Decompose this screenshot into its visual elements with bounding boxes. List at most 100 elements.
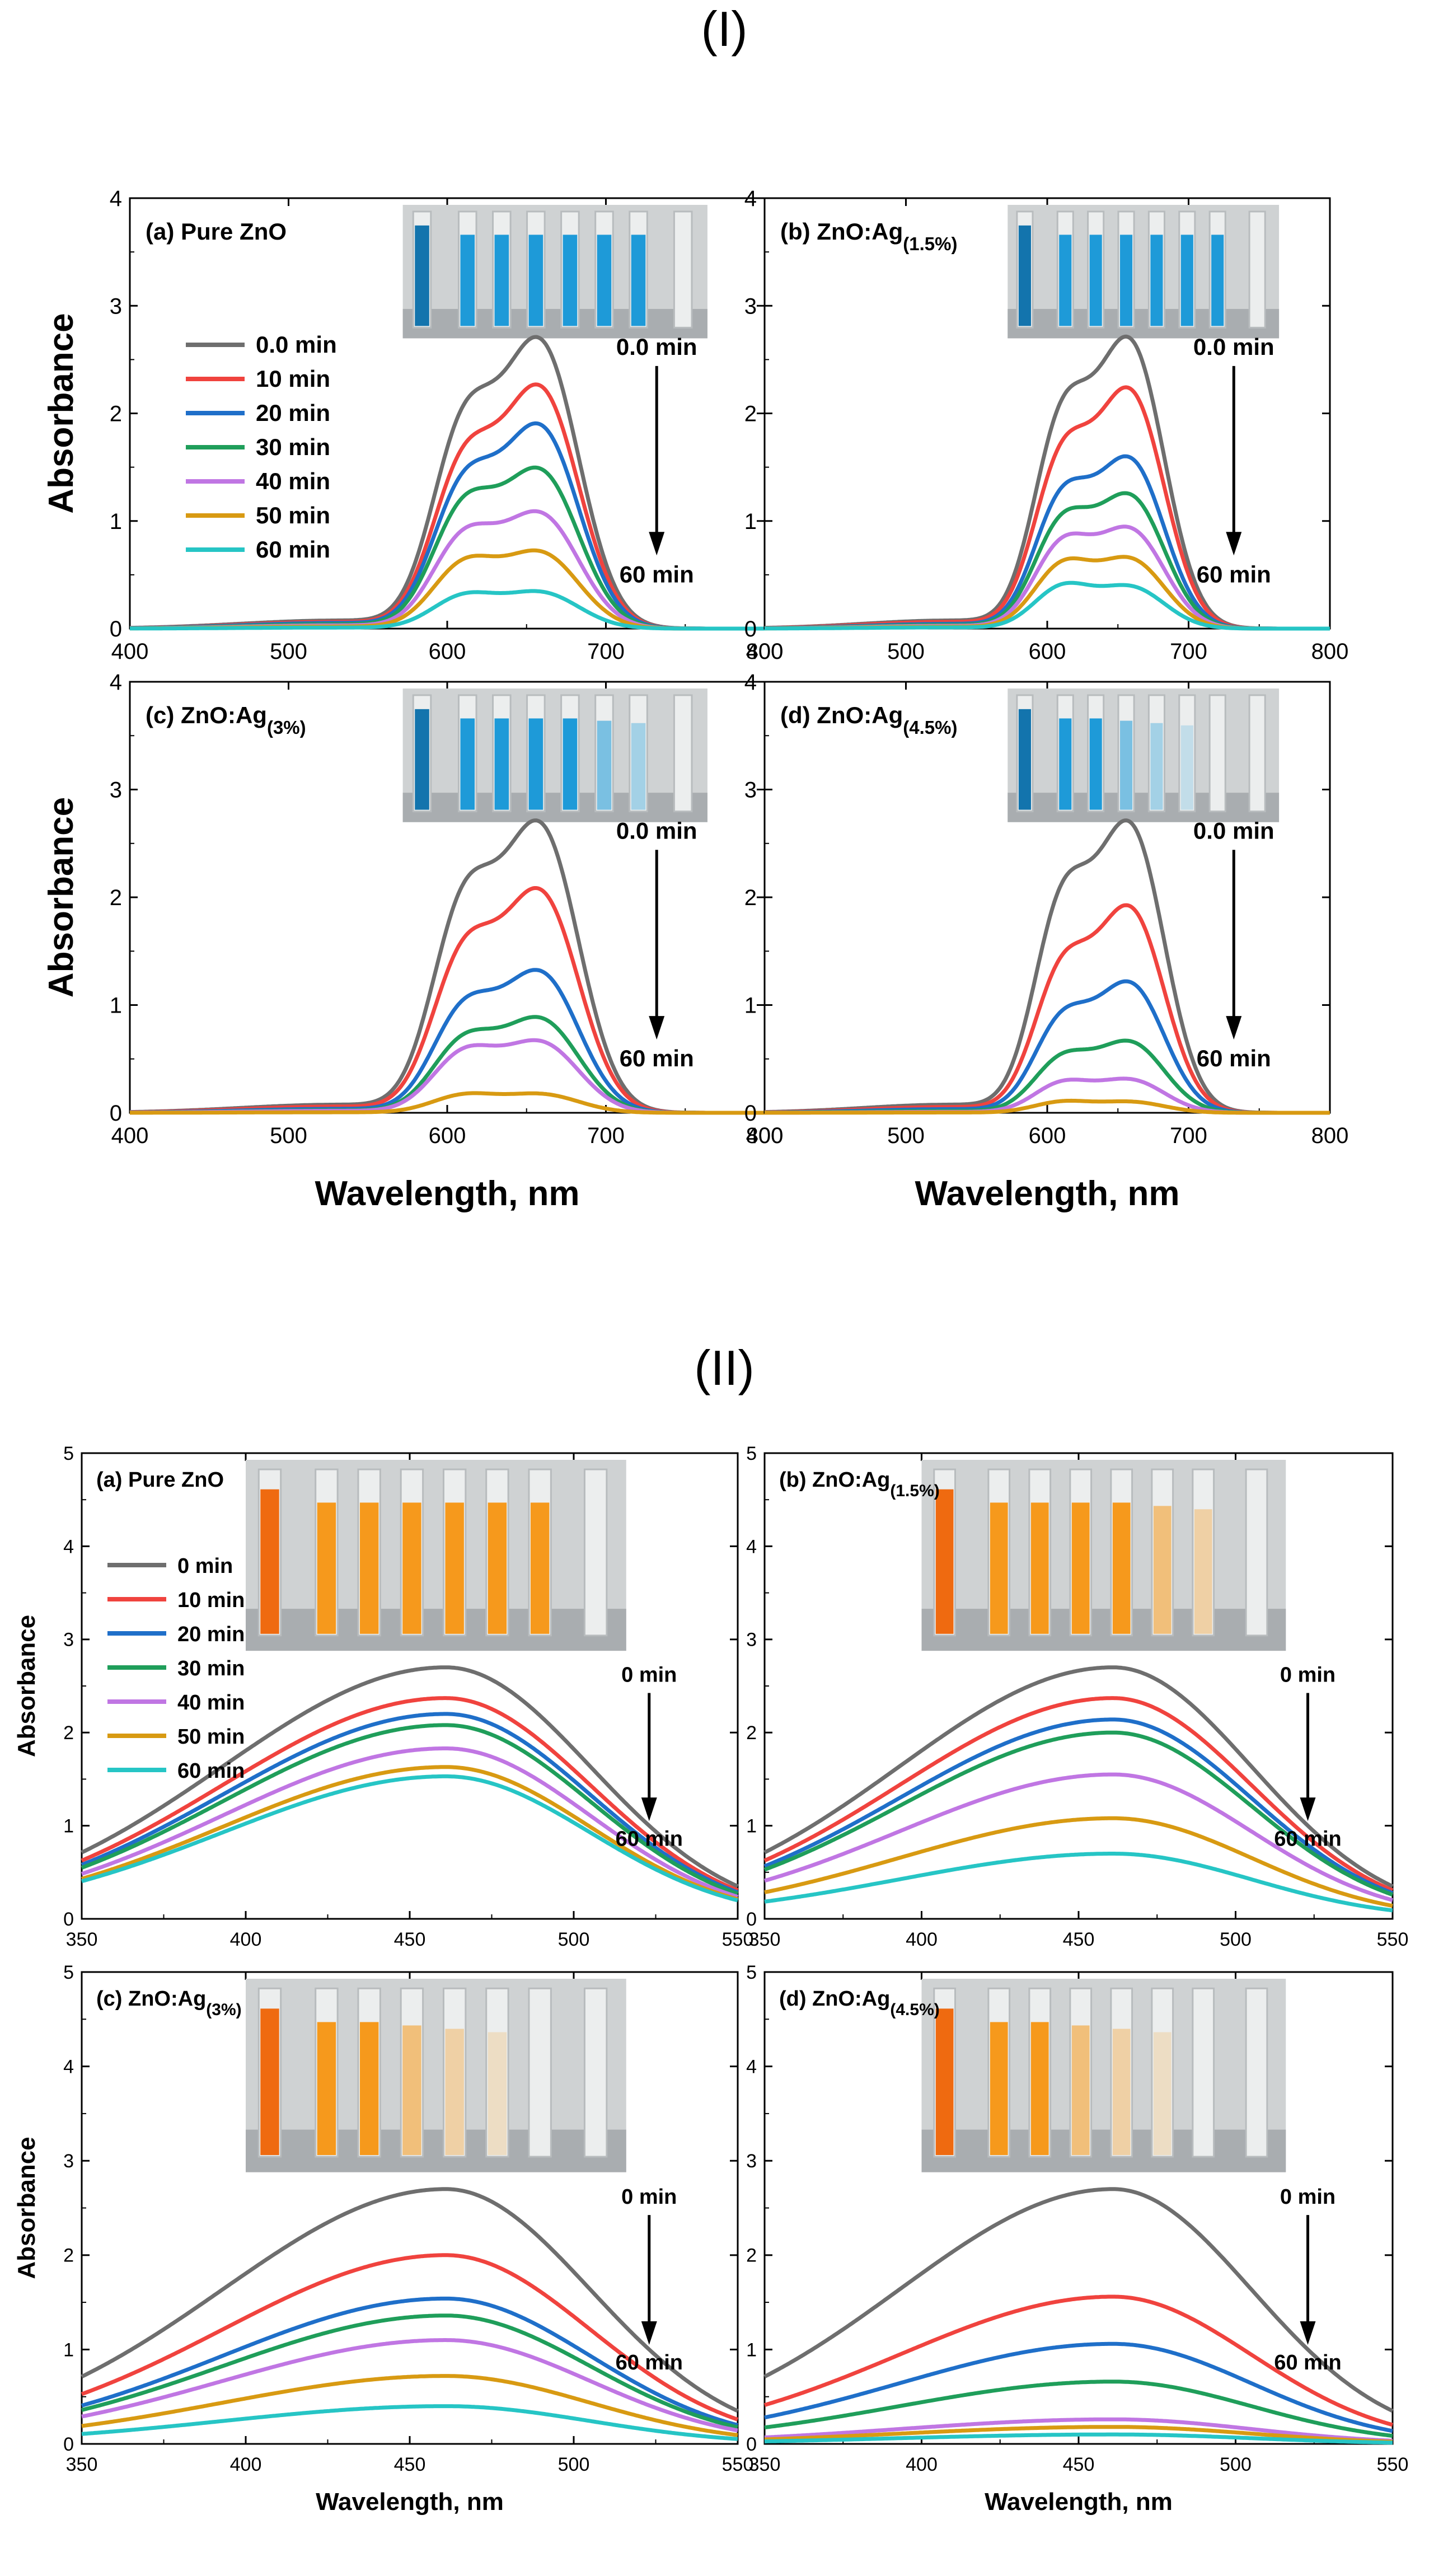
y-tick-label: 0 [110, 1101, 122, 1126]
inset-cuvette-6 [485, 1987, 509, 2158]
y-tick-label: 2 [746, 1722, 757, 1744]
x-tick-label: 400 [906, 2454, 938, 2475]
annotation-start-time: 0 min [621, 1663, 677, 1687]
y-tick-label: 1 [746, 1816, 757, 1837]
y-tick-label: 4 [110, 670, 122, 695]
series-line-60-min [81, 2404, 738, 2441]
decay-arrow-head [1226, 1016, 1242, 1040]
series-line-50-min [129, 1091, 765, 1115]
decay-arrow-head [641, 2321, 657, 2345]
x-tick-label: 600 [429, 1123, 466, 1148]
inset-solution-1 [935, 1489, 954, 1634]
inset-cuvette-8 [1245, 1987, 1268, 2158]
y-tick-label: 0 [746, 1909, 757, 1930]
inset-solution-6 [597, 720, 612, 810]
annotation-start-time: 0 min [1280, 2185, 1335, 2209]
inset-solution-5 [563, 235, 578, 326]
x-tick-label: 400 [906, 1929, 938, 1950]
series-line-0-min [81, 1665, 739, 1889]
legend-entry: 30 min [177, 1657, 245, 1680]
inset-bench [921, 2129, 1286, 2172]
decay-arrow-head [1226, 532, 1242, 556]
legend-entry: 0.0 min [256, 331, 337, 358]
x-tick-label: 500 [1220, 1929, 1252, 1950]
y-axis-title: Absorbance [13, 1615, 40, 1757]
legend-entry: 40 min [177, 1691, 245, 1715]
legend-entry: 20 min [256, 400, 330, 426]
legend-entry: 10 min [256, 366, 330, 392]
inset-cuvette-5 [1110, 1987, 1133, 2158]
inset-solution-2 [1059, 235, 1072, 326]
series-line-50-min [764, 1098, 1330, 1115]
inset-solution-4 [402, 1502, 421, 1634]
inset-solution-4 [402, 2025, 421, 2155]
inset-solution-7 [1211, 235, 1224, 326]
y-tick-label: 5 [63, 1962, 74, 1983]
x-tick-label: 700 [1170, 1123, 1207, 1148]
inset-bench [1007, 793, 1280, 822]
y-tick-label: 0 [744, 1101, 757, 1126]
legend-entry: 50 min [256, 502, 330, 528]
inset-cuvette-7 [528, 1987, 552, 2158]
y-tick-label: 4 [746, 2057, 757, 2078]
series-line-30-min [763, 1730, 1394, 1897]
inset-solution-4 [528, 235, 543, 326]
x-axis-title: Wavelength, nm [316, 2488, 504, 2516]
chart-panel-I-c: 400 500 600 700 80001234AbsorbanceWavelength… [42, 670, 783, 1213]
x-tick-label: 400 [230, 2454, 262, 2475]
annotation-start-time: 0.0 min [616, 334, 697, 360]
inset-bench [402, 308, 707, 339]
inset-solution-6 [597, 235, 612, 326]
inset-solution-4 [1119, 720, 1133, 810]
decay-arrow-head [1300, 1797, 1316, 1821]
inset-solution-3 [1030, 2022, 1049, 2155]
y-tick-label: 3 [744, 778, 757, 803]
legend-entry: 0 min [177, 1554, 233, 1578]
series-line-40-min [764, 2417, 1393, 2443]
x-tick-label: 800 [1311, 639, 1349, 664]
y-tick-label: 0 [63, 1909, 74, 1930]
x-tick-label: 500 [1220, 2454, 1252, 2475]
inset-solution-5 [445, 2029, 464, 2155]
annotation-start-time: 0 min [1280, 1663, 1335, 1687]
inset-solution-6 [1153, 1506, 1171, 1634]
inset-solution-6 [1180, 235, 1193, 326]
panel-title: (d) ZnO:Ag(4.5%) [780, 702, 957, 738]
inset-solution-1 [260, 1489, 279, 1634]
y-tick-label: 3 [744, 294, 757, 319]
panel-title: (a) Pure ZnO [146, 218, 287, 245]
series-line-60-min [764, 580, 1330, 631]
series-line-40-min [81, 2338, 738, 2433]
series-line-50-min [764, 2425, 1393, 2444]
x-tick-label: 450 [394, 1929, 426, 1950]
y-tick-label: 2 [744, 886, 757, 910]
series-line-60-min [81, 1774, 738, 1903]
inset-solution-3 [494, 235, 509, 326]
annotation-start-time: 0.0 min [616, 817, 697, 844]
x-tick-label: 350 [66, 2454, 98, 2475]
annotation-end-time: 60 min [620, 561, 694, 587]
inset-cuvette-5 [1147, 694, 1165, 813]
section-label-I: (I) [701, 1, 747, 57]
x-axis-title: Wavelength, nm [315, 1174, 579, 1213]
inset-solution-1 [260, 2008, 279, 2155]
x-axis-title: Wavelength, nm [915, 1174, 1179, 1213]
inset-cuvette-8 [1245, 1468, 1268, 1637]
inset-solution-2 [460, 718, 475, 810]
series-line-10-min [763, 1696, 1394, 1893]
panel-title: (a) Pure ZnO [96, 1468, 224, 1492]
inset-solution-3 [1089, 235, 1102, 326]
x-tick-label: 700 [587, 1123, 625, 1148]
y-axis-title: Absorbance [42, 797, 81, 997]
series-line-50-min [764, 1816, 1393, 1908]
y-tick-label: 5 [746, 1962, 757, 1983]
chart-panel-II-c: 350 400 450 500 550 0 1 2 3 4 5 Absorbance Wavelengt… [13, 1962, 753, 2516]
legend-entry: 40 min [256, 468, 330, 494]
inset-solution-7 [1194, 1509, 1212, 1634]
inset-cuvette-5 [442, 1987, 467, 2158]
inset-solution-6 [488, 2032, 507, 2155]
inset-solution-6 [1180, 725, 1193, 810]
x-tick-label: 550 [1377, 1929, 1409, 1950]
